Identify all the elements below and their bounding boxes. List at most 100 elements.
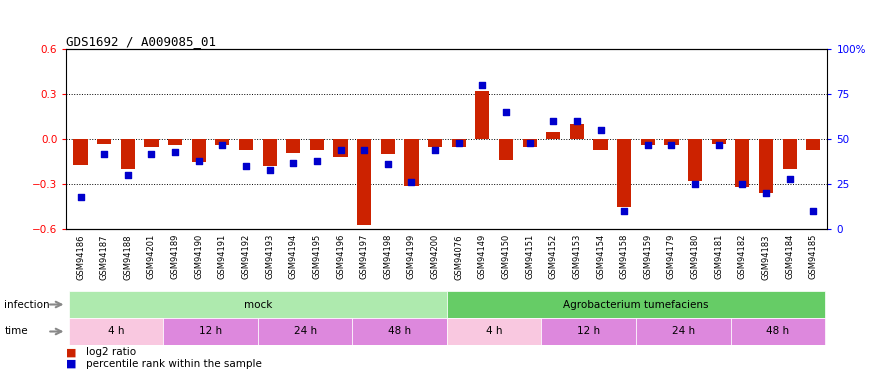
Point [665,141,679,147]
Bar [522,139,536,147]
Text: 4 h: 4 h [486,327,503,336]
Text: GSM94186: GSM94186 [76,234,85,280]
Bar [69,291,447,318]
Text: 48 h: 48 h [766,327,789,336]
Bar [782,139,796,169]
Bar [164,318,258,345]
Bar [310,139,324,150]
Bar [636,318,730,345]
Text: GSM94154: GSM94154 [596,234,605,279]
Bar [192,139,206,162]
Bar [239,139,253,150]
Point [570,118,584,124]
Text: GSM94196: GSM94196 [336,234,345,279]
Text: GSM94179: GSM94179 [667,234,676,279]
Bar [475,91,489,139]
Point [168,149,182,155]
Text: GSM94182: GSM94182 [738,234,747,279]
Bar [381,139,395,154]
Bar [404,139,419,186]
Bar [120,139,135,169]
Text: GSM94194: GSM94194 [289,234,297,279]
Point [358,147,372,153]
Text: GSM94158: GSM94158 [620,234,628,279]
Bar [542,318,636,345]
Text: GSM94159: GSM94159 [643,234,652,279]
Bar [334,139,348,157]
Text: GSM94151: GSM94151 [525,234,535,279]
Bar [594,139,608,150]
Text: GSM94200: GSM94200 [431,234,440,279]
Text: 24 h: 24 h [672,327,695,336]
Point [688,181,702,187]
Bar [144,139,158,147]
Point [310,158,324,164]
Point [192,158,206,164]
Bar [688,139,702,181]
Text: GSM94150: GSM94150 [502,234,511,279]
Text: GSM94180: GSM94180 [690,234,700,279]
Text: 12 h: 12 h [199,327,222,336]
Text: Agrobacterium tumefaciens: Agrobacterium tumefaciens [563,300,709,309]
Bar [447,291,825,318]
Point [735,181,750,187]
Bar [73,139,88,165]
Bar [546,132,560,139]
Text: GSM94149: GSM94149 [478,234,487,279]
Bar [263,139,277,166]
Text: GSM94152: GSM94152 [549,234,558,279]
Bar [806,139,820,150]
Point [428,147,442,153]
Text: 12 h: 12 h [577,327,600,336]
Point [475,82,489,88]
Point [759,190,773,196]
Point [73,194,88,200]
Point [120,172,135,178]
Point [712,141,726,147]
Bar [69,318,164,345]
Point [381,161,395,167]
Bar [641,139,655,145]
Point [286,159,300,165]
Point [144,150,158,156]
Point [215,141,229,147]
Point [522,140,536,146]
Bar [451,139,466,147]
Bar [428,139,442,147]
Text: ■: ■ [66,359,77,369]
Point [451,140,466,146]
Text: infection: infection [4,300,50,309]
Point [594,127,608,133]
Text: log2 ratio: log2 ratio [86,347,136,357]
Text: GSM94181: GSM94181 [714,234,723,279]
Text: GSM94191: GSM94191 [218,234,227,279]
Bar [499,139,513,160]
Bar [352,318,447,345]
Text: 48 h: 48 h [389,327,412,336]
Text: time: time [4,327,28,336]
Text: mock: mock [243,300,272,309]
Point [239,163,253,169]
Point [617,208,631,214]
Text: GSM94189: GSM94189 [171,234,180,279]
Bar [665,139,679,145]
Point [334,147,348,153]
Bar [447,318,542,345]
Text: ■: ■ [66,347,77,357]
Point [404,179,419,185]
Bar [730,318,825,345]
Point [806,208,820,214]
Bar [735,139,750,187]
Text: GSM94193: GSM94193 [266,234,274,279]
Bar [759,139,773,193]
Text: GSM94192: GSM94192 [242,234,250,279]
Text: GSM94187: GSM94187 [100,234,109,280]
Bar [617,139,631,207]
Point [546,118,560,124]
Bar [215,139,229,145]
Text: GDS1692 / A009085_01: GDS1692 / A009085_01 [66,35,216,48]
Text: GSM94195: GSM94195 [312,234,321,279]
Point [782,176,796,182]
Text: percentile rank within the sample: percentile rank within the sample [86,359,262,369]
Text: GSM94199: GSM94199 [407,234,416,279]
